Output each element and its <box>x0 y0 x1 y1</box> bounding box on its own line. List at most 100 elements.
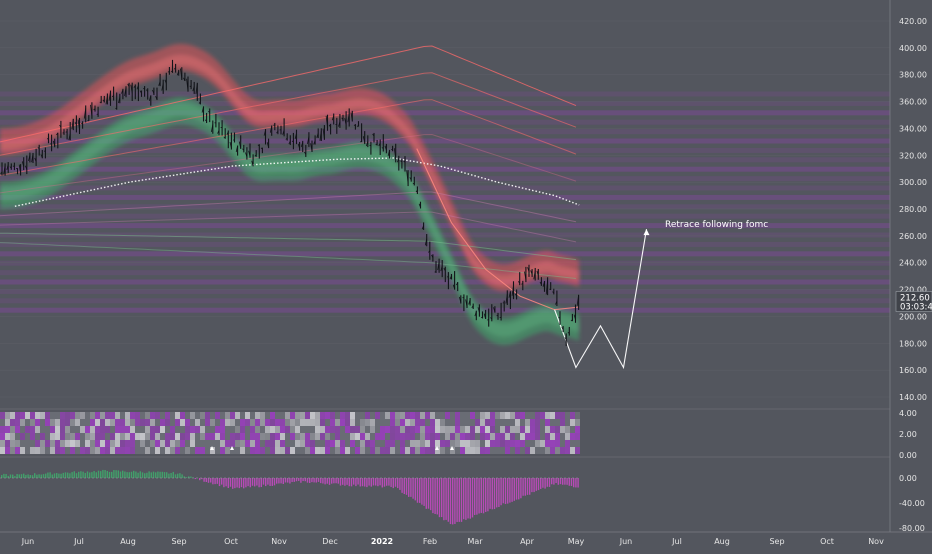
heatmap-cell <box>285 419 290 426</box>
time-axis-label: Nov <box>868 537 884 546</box>
heatmap-cell <box>470 412 475 419</box>
heatmap-cell <box>270 419 275 426</box>
heatmap-cell <box>255 447 260 454</box>
histogram-bar <box>437 478 438 514</box>
heatmap-cell <box>45 440 50 447</box>
heatmap-cell <box>520 419 525 426</box>
heatmap-cell <box>360 433 365 440</box>
heatmap-cell <box>400 447 405 454</box>
heatmap-cell <box>365 419 370 426</box>
histogram-bar <box>564 478 565 485</box>
price-axis-label: 360.00 <box>899 98 927 107</box>
heatmap-cell <box>455 440 460 447</box>
histogram-bar <box>342 478 343 485</box>
histogram-bar <box>518 478 519 499</box>
heatmap-cell <box>335 440 340 447</box>
heatmap-cell <box>375 433 380 440</box>
heatmap-cell <box>235 426 240 433</box>
heatmap-cell <box>210 426 215 433</box>
histogram-bar <box>100 471 101 478</box>
histogram-bar <box>93 471 94 478</box>
histogram-bar <box>14 476 15 478</box>
heatmap-cell <box>415 433 420 440</box>
heatmap-cell <box>0 426 5 433</box>
heatmap-cell <box>155 426 160 433</box>
heatmap-cell <box>340 440 345 447</box>
price-axis-label: 340.00 <box>899 124 927 133</box>
heatmap-cell <box>15 433 20 440</box>
heatmap-cell <box>380 426 385 433</box>
mid-axis-label: 4.00 <box>899 409 917 418</box>
heatmap-cell <box>260 433 265 440</box>
heatmap-cell <box>100 419 105 426</box>
heatmap-cell <box>325 447 330 454</box>
heatmap-cell <box>25 426 30 433</box>
heatmap-cell <box>55 412 60 419</box>
heatmap-cell <box>335 426 340 433</box>
price-axis-label: 380.00 <box>899 71 927 80</box>
heatmap-cell <box>330 440 335 447</box>
histogram-bar <box>397 478 398 488</box>
heatmap-cell <box>350 440 355 447</box>
histogram-bar <box>509 478 510 503</box>
heatmap-cell <box>195 433 200 440</box>
histogram-bar <box>569 478 570 486</box>
heatmap-cell <box>410 426 415 433</box>
heatmap-cell <box>75 447 80 454</box>
heatmap-cell <box>565 412 570 419</box>
histogram-bar <box>478 478 479 514</box>
histogram-bar <box>371 478 372 487</box>
heatmap-cell <box>5 412 10 419</box>
heatmap-cell <box>5 426 10 433</box>
heatmap-cell <box>205 419 210 426</box>
heatmap-cell <box>120 433 125 440</box>
heatmap-cell <box>325 440 330 447</box>
histogram-bar <box>353 478 354 485</box>
heatmap-cell <box>345 433 350 440</box>
heatmap-cell <box>265 412 270 419</box>
heatmap-cell <box>130 440 135 447</box>
heatmap-cell <box>15 419 20 426</box>
heatmap-cell <box>150 433 155 440</box>
heatmap-cell <box>565 419 570 426</box>
heatmap-cell <box>230 426 235 433</box>
heatmap-cell <box>405 426 410 433</box>
heatmap-cell <box>305 419 310 426</box>
heatmap-cell <box>370 440 375 447</box>
heatmap-cell <box>55 447 60 454</box>
heatmap-cell <box>400 412 405 419</box>
heatmap-cell <box>65 419 70 426</box>
heatmap-cell <box>350 412 355 419</box>
heatmap-cell <box>370 412 375 419</box>
histogram-bar <box>91 472 92 478</box>
heatmap-cell <box>555 419 560 426</box>
heatmap-cell <box>525 440 530 447</box>
heatmap-cell <box>105 447 110 454</box>
heatmap-cell <box>320 426 325 433</box>
heatmap-cell <box>290 412 295 419</box>
heatmap-cell <box>540 433 545 440</box>
heatmap-cell <box>485 412 490 419</box>
heatmap-cell <box>390 412 395 419</box>
heatmap-cell <box>245 426 250 433</box>
heatmap-cell <box>125 419 130 426</box>
heatmap-cell <box>240 426 245 433</box>
histogram-bar <box>368 478 369 486</box>
heatmap-cell <box>115 447 120 454</box>
heatmap-cell <box>435 433 440 440</box>
heatmap-cell <box>170 433 175 440</box>
histogram-bar <box>470 478 471 519</box>
histogram-bar <box>349 478 350 486</box>
heatmap-cell <box>115 426 120 433</box>
heatmap-cell <box>5 433 10 440</box>
heatmap-cell <box>10 426 15 433</box>
heatmap-cell <box>390 426 395 433</box>
heatmap-cell <box>465 419 470 426</box>
histogram-bar <box>307 478 308 483</box>
heatmap-cell <box>145 433 150 440</box>
heatmap-cell <box>75 433 80 440</box>
low-axis-label: -80.00 <box>899 524 925 533</box>
histogram-bar <box>67 473 68 478</box>
